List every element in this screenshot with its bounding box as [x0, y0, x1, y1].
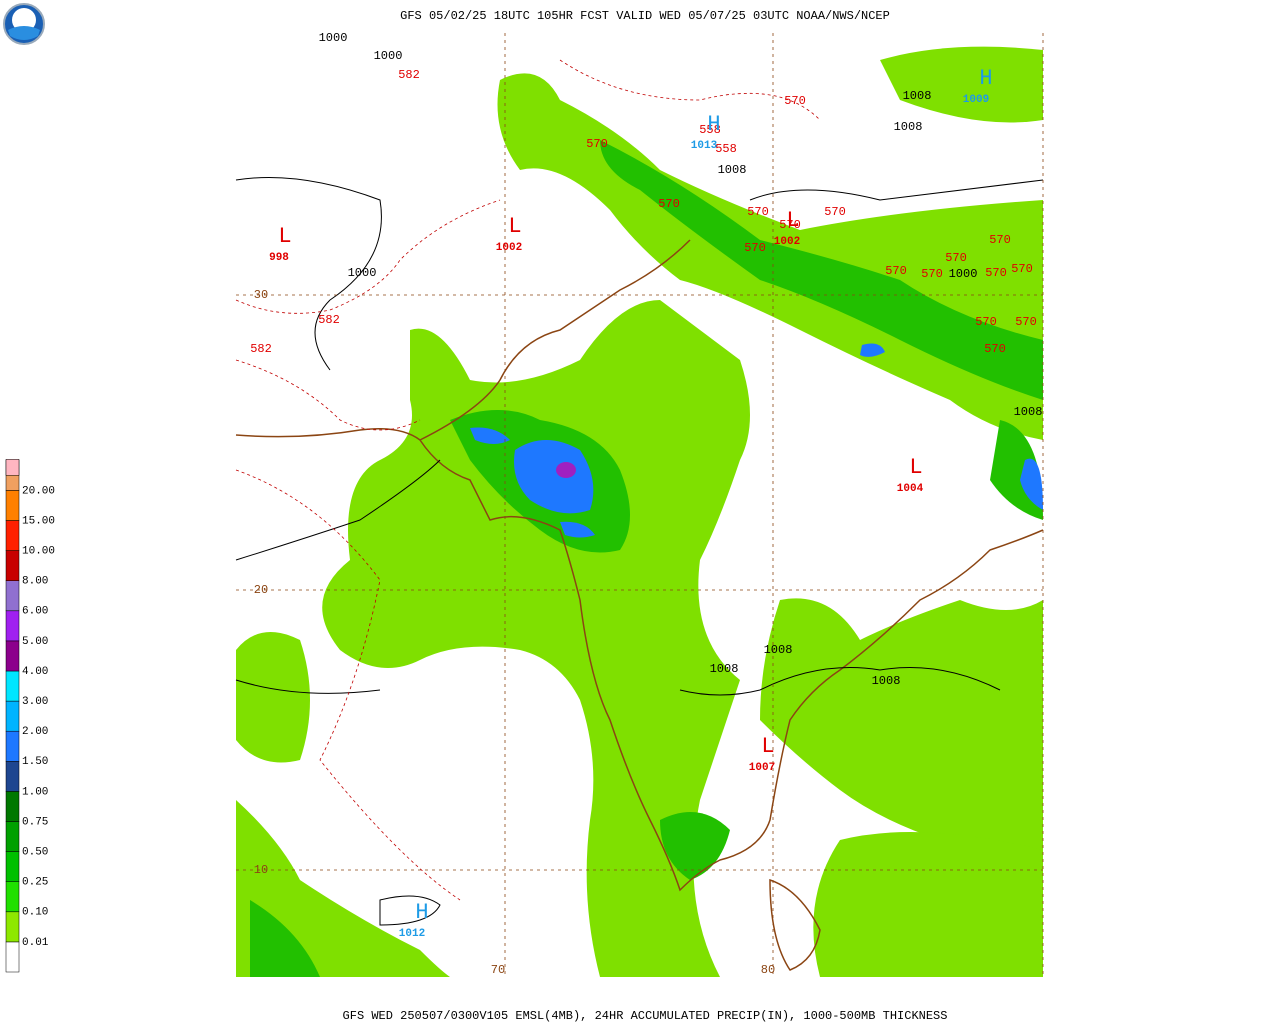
legend-label: 6.00 [22, 606, 48, 618]
noaa-logo [3, 3, 45, 45]
low-pressure: 1007 [749, 762, 775, 774]
thickness-label: 570 [824, 205, 846, 219]
legend-swatch-empty [5, 941, 20, 973]
thickness-label: 558 [715, 142, 737, 156]
legend-label: 0.25 [22, 877, 48, 889]
thickness-label: 570 [744, 241, 766, 255]
legend-swatch [5, 700, 20, 732]
high-pressure: 1012 [399, 928, 425, 940]
legend-label: 0.10 [22, 907, 48, 919]
legend-label: 2.00 [22, 726, 48, 738]
low-symbol: L [278, 224, 291, 249]
map-title: GFS 05/02/25 18UTC 105HR FCST VALID WED … [400, 9, 890, 23]
legend-label: 8.00 [22, 576, 48, 588]
isobar-label: 1000 [348, 266, 377, 280]
high-symbol: H [979, 66, 992, 91]
thickness-label: 570 [989, 233, 1011, 247]
low-pressure: 1002 [774, 236, 800, 248]
grid-label: 20 [254, 583, 268, 597]
legend-label: 15.00 [22, 515, 55, 527]
legend-swatch [5, 730, 20, 762]
legend-label: 4.00 [22, 666, 48, 678]
high-pressure: 1013 [691, 140, 718, 152]
thickness-label: 570 [984, 342, 1006, 356]
thickness-label: 570 [658, 197, 680, 211]
legend-swatch [5, 520, 20, 551]
map-caption: GFS WED 250507/0300V105 EMSL(4MB), 24HR … [343, 1009, 948, 1023]
legend-label: 20.00 [22, 485, 55, 497]
legend: 0.01 0.10 0.25 0.50 0.75 1.00 1.50 2.00 3.00 4.00… [5, 459, 55, 973]
isobar-label: 1008 [894, 120, 923, 134]
low-pressure: 1002 [496, 242, 522, 254]
thickness-label: 582 [250, 342, 272, 356]
thickness-label: 570 [1015, 315, 1037, 329]
high-pressure: 1009 [963, 94, 989, 106]
legend-swatch [5, 761, 20, 792]
legend-swatch [5, 911, 20, 943]
legend-label: 1.00 [22, 786, 48, 798]
legend-swatch [5, 821, 20, 852]
legend-swatch [5, 580, 20, 612]
high-symbol: H [707, 112, 720, 137]
isobar-label: 1000 [374, 49, 403, 63]
legend-swatch [5, 550, 20, 581]
thickness-label: 570 [779, 218, 801, 232]
legend-label: 10.00 [22, 546, 55, 558]
isobar-label: 1000 [319, 31, 348, 45]
thickness-label: 570 [1011, 262, 1033, 276]
grid-label: 30 [254, 288, 268, 302]
legend-swatch [5, 610, 20, 642]
low-symbol: L [761, 734, 774, 759]
isobar-label: 1008 [710, 662, 739, 676]
thickness-label: 570 [747, 205, 769, 219]
map-labels: 1000 1000 1000 1008 1008 1008 1000 1008 1008 1008… [250, 31, 1042, 977]
legend-label: 3.00 [22, 696, 48, 708]
thickness-label: 570 [586, 137, 608, 151]
high-symbol: H [415, 900, 428, 925]
low-symbol: L [508, 214, 521, 239]
map-area [235, 33, 1044, 977]
thickness-label: 570 [784, 94, 806, 108]
legend-label: 5.00 [22, 636, 48, 648]
legend-swatch [5, 640, 20, 672]
low-symbol: L [786, 208, 799, 233]
thickness-label: 570 [985, 266, 1007, 280]
thickness-label: 570 [921, 267, 943, 281]
legend-label: 0.01 [22, 937, 49, 949]
isobar-label: 1008 [903, 89, 932, 103]
isobar-label: 1000 [949, 267, 978, 281]
thickness-label: 582 [318, 313, 340, 327]
isobar-label: 1008 [872, 674, 901, 688]
legend-label: 0.75 [22, 816, 48, 828]
legend-swatch [5, 490, 20, 521]
grid-label: 10 [254, 863, 268, 877]
thickness-label: 570 [885, 264, 907, 278]
low-pressure: 1004 [897, 483, 924, 495]
grid-label: 80 [761, 963, 775, 977]
legend-label: 0.50 [22, 847, 48, 859]
low-symbol: L [909, 455, 922, 480]
legend-swatch [5, 670, 20, 702]
legend-swatch [5, 791, 20, 822]
isobar-label: 1008 [718, 163, 747, 177]
grid-label: 70 [491, 963, 505, 977]
thickness-label: 570 [975, 315, 997, 329]
low-pressure: 998 [269, 252, 289, 264]
thickness-label: 570 [945, 251, 967, 265]
isobar-label: 1008 [764, 643, 793, 657]
legend-swatch-top [5, 459, 20, 476]
legend-swatch [5, 881, 20, 913]
legend-swatch [5, 851, 20, 882]
thickness-label: 582 [398, 68, 420, 82]
thickness-label: 558 [699, 123, 721, 137]
isobar-label: 1008 [1014, 405, 1043, 419]
legend-label: 1.50 [22, 756, 48, 768]
